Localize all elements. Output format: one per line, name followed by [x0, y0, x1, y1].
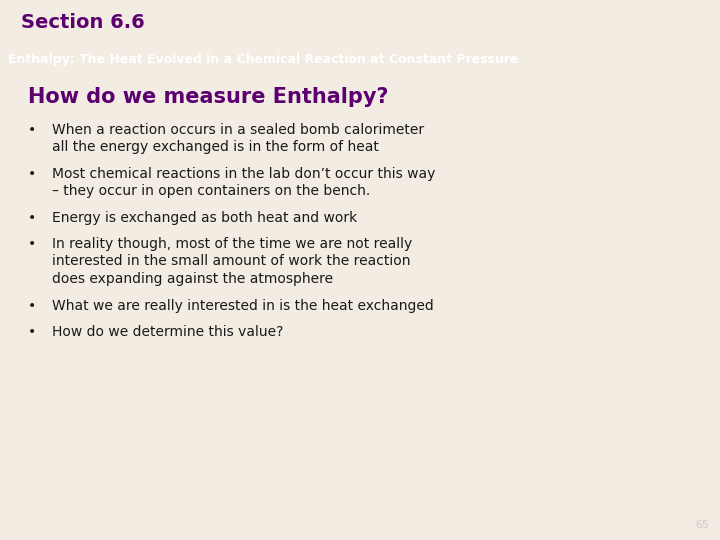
Text: Energy is exchanged as both heat and work: Energy is exchanged as both heat and wor… [52, 211, 357, 225]
Text: What we are really interested in is the heat exchanged: What we are really interested in is the … [52, 299, 433, 313]
Text: •: • [28, 123, 36, 137]
Text: •: • [28, 167, 36, 181]
Text: Section 6.6: Section 6.6 [21, 13, 145, 32]
Text: How do we measure Enthalpy?: How do we measure Enthalpy? [28, 87, 389, 107]
Text: •: • [28, 299, 36, 313]
Text: •: • [28, 325, 36, 339]
Text: Enthalpy: The Heat Evolved in a Chemical Reaction at Constant Pressure: Enthalpy: The Heat Evolved in a Chemical… [8, 53, 518, 66]
Text: How do we determine this value?: How do we determine this value? [52, 325, 284, 339]
Text: •: • [28, 211, 36, 225]
Text: When a reaction occurs in a sealed bomb calorimeter
all the energy exchanged is : When a reaction occurs in a sealed bomb … [52, 123, 424, 154]
Text: 65: 65 [696, 520, 709, 530]
Text: In reality though, most of the time we are not really
interested in the small am: In reality though, most of the time we a… [52, 237, 413, 286]
Text: Most chemical reactions in the lab don’t occur this way
– they occur in open con: Most chemical reactions in the lab don’t… [52, 167, 436, 198]
Text: •: • [28, 237, 36, 251]
